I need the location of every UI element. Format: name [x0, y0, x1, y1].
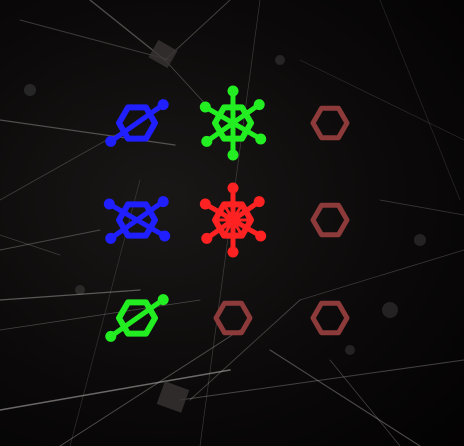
connector-node [201, 233, 212, 244]
tile-r2-c3[interactable] [313, 205, 347, 234]
tile-r3-c2[interactable] [216, 303, 250, 332]
connector-node [105, 331, 116, 342]
tile-r3-c3[interactable] [313, 303, 347, 332]
tile-r2-c2[interactable] [200, 183, 266, 258]
connector-node [254, 196, 265, 207]
hexagon-icon [313, 303, 347, 332]
connector-node [255, 231, 266, 242]
connector-node [158, 196, 169, 207]
hexagon-icon [313, 108, 347, 137]
tile-r1-c3[interactable] [313, 108, 347, 137]
connector-node [254, 99, 265, 110]
connector-node [105, 136, 116, 147]
connector-node [255, 134, 266, 145]
connector-node [158, 99, 169, 110]
tile-r3-c1[interactable] [105, 294, 168, 342]
connector-node [228, 247, 239, 258]
connector-node [228, 183, 239, 194]
connector-node [159, 231, 170, 242]
hexagon-icon [313, 205, 347, 234]
connector-node [201, 136, 212, 147]
connector-node [200, 199, 211, 210]
tile-r1-c1[interactable] [105, 99, 168, 147]
connector-node [228, 150, 239, 161]
hexagon-icon [216, 303, 250, 332]
tile-r1-c2[interactable] [200, 86, 266, 161]
tile-r2-c1[interactable] [104, 196, 170, 244]
connector-node [228, 86, 239, 97]
connector-node [105, 233, 116, 244]
connector-node [200, 102, 211, 113]
connector-node [104, 199, 115, 210]
connector-node [158, 294, 169, 305]
